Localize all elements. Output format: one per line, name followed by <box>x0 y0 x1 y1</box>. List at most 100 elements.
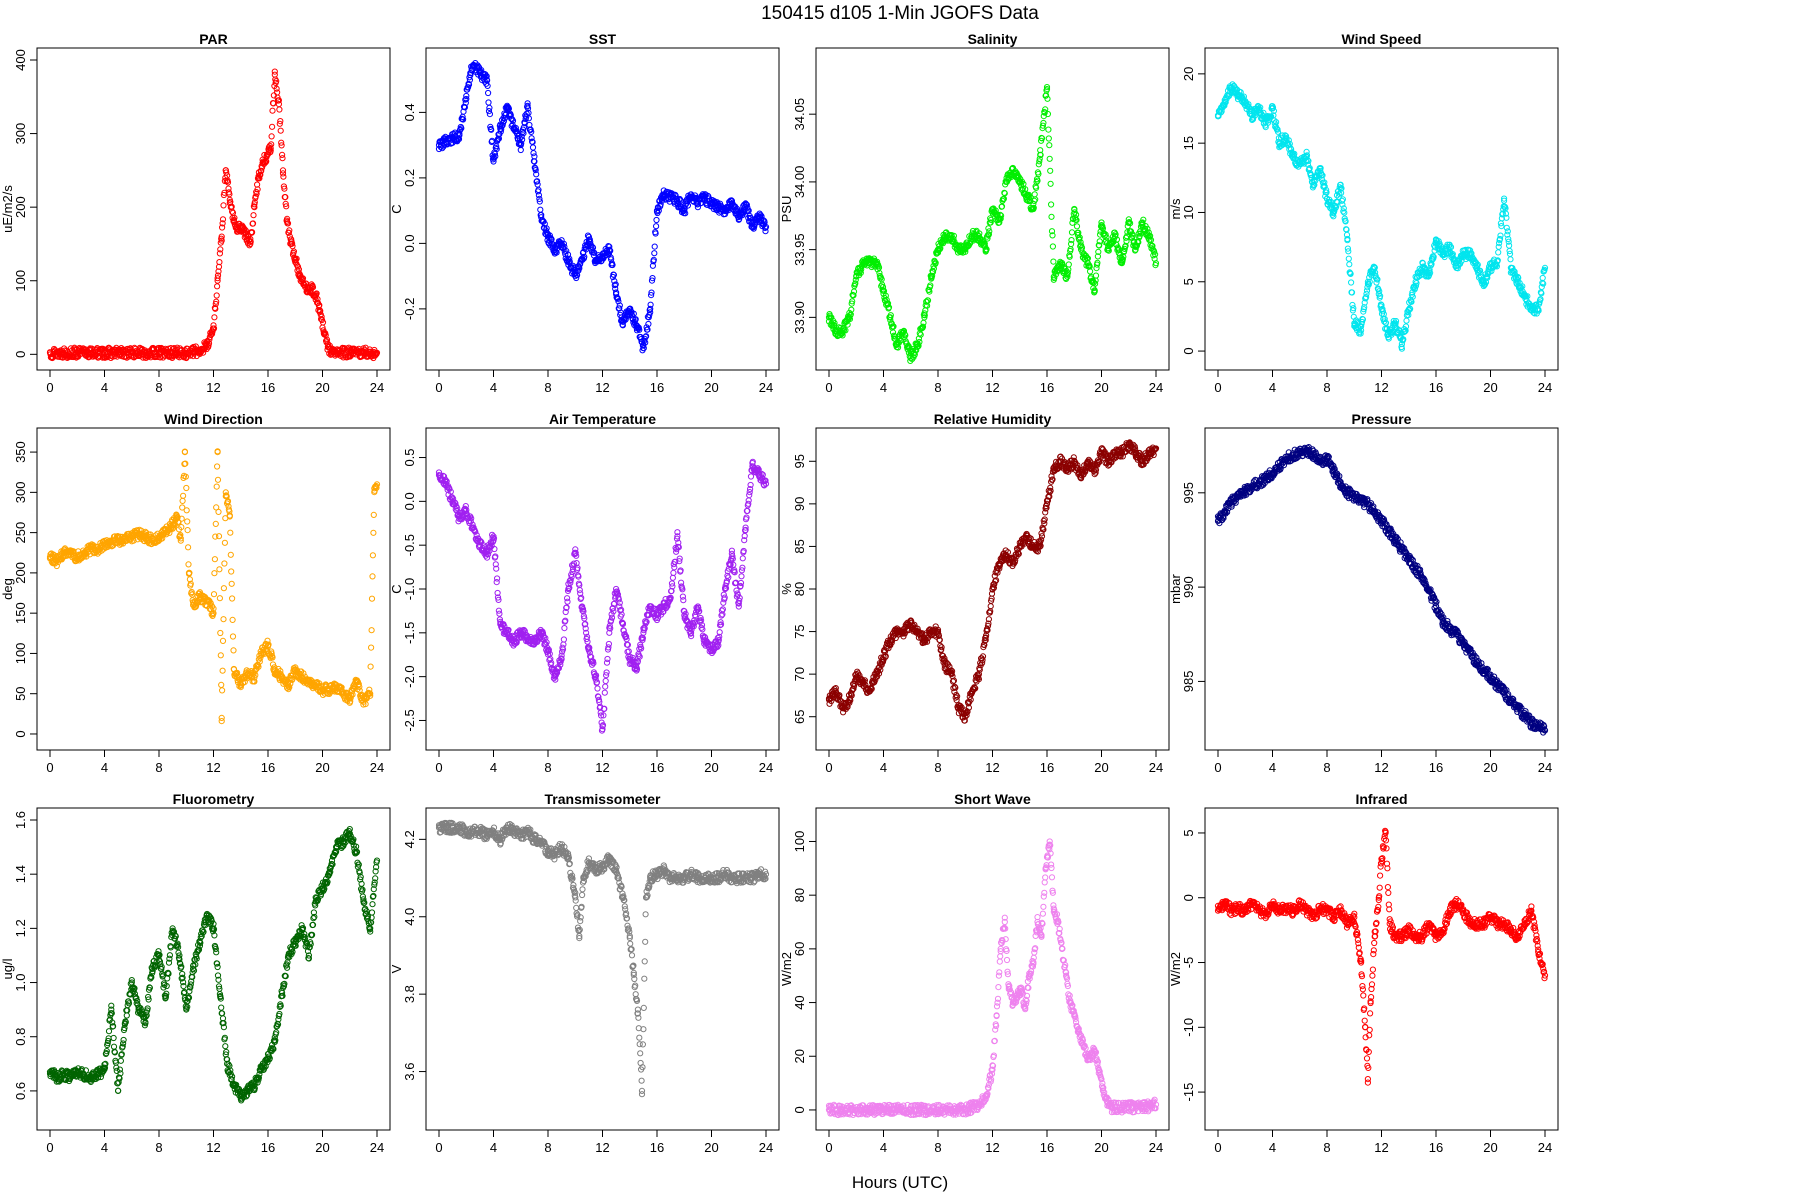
sst-data-point <box>653 216 660 224</box>
sst-data-point <box>579 256 586 263</box>
wind-speed-x-tick-label: 8 <box>1323 380 1330 395</box>
par-data-point <box>293 255 300 262</box>
salinity-data-point <box>844 321 851 328</box>
sst-x-tick-label: 20 <box>704 380 718 395</box>
wind-speed-y-tick-label: 15 <box>1181 136 1196 150</box>
salinity-series <box>825 84 1160 364</box>
salinity-y-tick-label: 33.95 <box>792 233 807 266</box>
wind-speed-title: Wind Speed <box>1342 31 1422 47</box>
relative-humidity-y-tick-label: 75 <box>792 624 807 638</box>
sst-data-point <box>495 135 502 142</box>
sst-x-tick-label: 0 <box>435 380 442 395</box>
wind-direction-y-tick-label: 150 <box>13 602 28 624</box>
sst-data-point <box>498 126 505 133</box>
par-data-point <box>276 106 283 113</box>
sst-data-point <box>534 178 541 185</box>
sst-data-point <box>566 255 573 262</box>
sst-data-point <box>525 115 533 122</box>
par-data-point <box>280 173 287 180</box>
sst-data-point <box>682 210 689 217</box>
salinity-x-tick-label: 12 <box>985 380 999 395</box>
sst-title: SST <box>589 31 617 47</box>
wind-speed-x-tick-label: 0 <box>1214 380 1221 395</box>
par-data-point <box>275 97 282 104</box>
salinity-x-tick-label: 0 <box>825 380 832 395</box>
salinity-x-tick-label: 4 <box>880 380 887 395</box>
sst-data-point <box>461 104 468 111</box>
sst-data-point <box>536 195 543 202</box>
par-data-point <box>290 248 297 255</box>
wind-direction-y-tick-label: 200 <box>13 562 28 584</box>
sst-data-point <box>553 249 560 256</box>
par-data-point <box>214 272 222 279</box>
par-data-point <box>241 225 248 232</box>
par-data-point <box>220 202 227 209</box>
par-data-point <box>373 350 380 357</box>
x-axis-title: Hours (UTC) <box>852 1173 948 1192</box>
par-data-point <box>213 298 220 305</box>
sst-data-point <box>564 251 572 258</box>
par-data-point <box>282 194 289 201</box>
sst-data-point <box>530 150 537 157</box>
sst-data-point <box>636 326 643 333</box>
par-data-point <box>286 233 293 240</box>
par-y-tick-label: 400 <box>13 49 28 71</box>
sst-data-point <box>524 105 532 112</box>
par-data-point <box>314 296 321 303</box>
sst-y-axis-label: C <box>389 204 404 213</box>
sst-data-point <box>684 202 692 209</box>
par-data-point <box>316 302 323 309</box>
par-data-point <box>226 191 233 198</box>
par-data-point <box>268 141 275 148</box>
salinity-title: Salinity <box>968 31 1018 47</box>
par-x-tick-label: 20 <box>315 380 329 395</box>
sst-data-point <box>462 96 469 103</box>
par-data-point <box>214 283 221 290</box>
sst-data-point <box>509 117 517 124</box>
sst-data-point <box>743 201 751 208</box>
salinity-x-tick-label: 8 <box>934 380 941 395</box>
relative-humidity-y-tick-label: 85 <box>792 539 807 553</box>
sst-data-point <box>630 310 637 317</box>
sst-data-point <box>463 95 470 103</box>
air-temperature-x-tick-label: 4 <box>490 760 497 775</box>
relative-humidity-x-tick-label: 8 <box>934 760 941 775</box>
relative-humidity-x-tick-label: 4 <box>880 760 887 775</box>
par-data-point <box>273 85 280 92</box>
par-data-point <box>284 220 292 227</box>
sst-data-point <box>648 289 655 296</box>
par-data-point <box>271 68 278 75</box>
par-data-point <box>251 199 258 206</box>
air-temperature-x-tick-label: 8 <box>544 760 551 775</box>
sst-data-point <box>563 247 570 255</box>
par-data-point <box>309 284 317 291</box>
sst-data-point <box>514 136 522 143</box>
par-data-point <box>277 127 284 134</box>
par-x-tick-label: 12 <box>206 380 220 395</box>
sst-data-point <box>562 251 569 258</box>
sst-data-point <box>518 140 525 147</box>
relative-humidity-y-tick-label: 80 <box>792 582 807 596</box>
air-temperature-x-tick-label: 20 <box>704 760 718 775</box>
air-temperature-y-tick-label: -1.0 <box>402 578 417 600</box>
sst-data-point <box>462 99 469 107</box>
sst-data-point <box>666 198 673 205</box>
sst-data-point <box>657 201 664 208</box>
par-data-point <box>231 214 238 221</box>
salinity-y-tick-label: 34.05 <box>792 98 807 131</box>
par-data-point <box>234 228 242 235</box>
relative-humidity-x-tick-label: 20 <box>1094 760 1108 775</box>
relative-humidity-y-tick-label: 90 <box>792 497 807 511</box>
sst-data-point <box>483 73 490 80</box>
air-temperature-x-tick-label: 0 <box>435 760 442 775</box>
wind-speed-y-tick-label: 10 <box>1181 205 1196 219</box>
sst-data-point <box>536 198 543 205</box>
par-data-point <box>288 236 295 243</box>
sst-data-point <box>653 223 660 230</box>
sst-data-point <box>652 230 659 237</box>
par-data-point <box>317 307 324 315</box>
sst-x-tick-label: 4 <box>490 380 497 395</box>
